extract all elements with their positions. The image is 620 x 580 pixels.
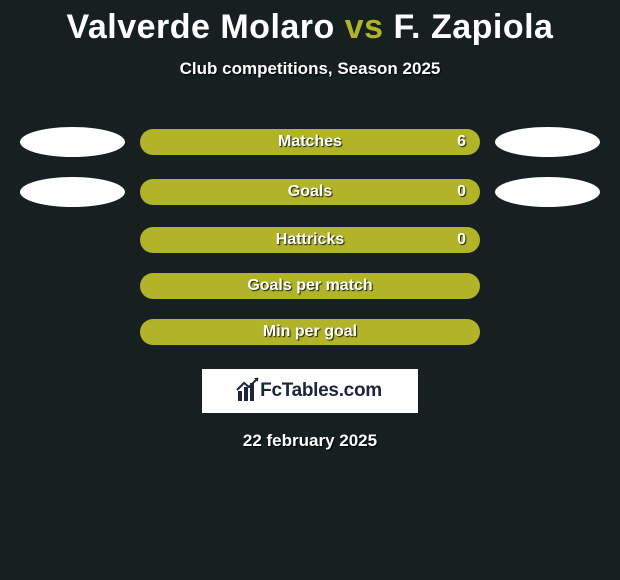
stat-bar: Hattricks 0 xyxy=(140,227,480,253)
right-value-slot xyxy=(490,127,605,157)
stat-label: Matches xyxy=(278,133,342,151)
stat-label: Min per goal xyxy=(263,323,357,341)
stat-right-value: 6 xyxy=(457,133,466,151)
subtitle: Club competitions, Season 2025 xyxy=(0,59,620,79)
bar-chart-icon xyxy=(238,381,254,401)
left-value-slot xyxy=(15,127,130,157)
date-text: 22 february 2025 xyxy=(0,431,620,451)
stat-label: Hattricks xyxy=(276,231,344,249)
stat-right-value: 0 xyxy=(457,183,466,201)
stat-row: Goals per match xyxy=(0,273,620,299)
left-value-bubble xyxy=(20,177,125,207)
stat-bar: Goals per match xyxy=(140,273,480,299)
player2-name: F. Zapiola xyxy=(394,8,554,46)
left-value-slot xyxy=(15,177,130,207)
player1-name: Valverde Molaro xyxy=(67,8,335,46)
right-value-bubble xyxy=(495,177,600,207)
stats-rows: Matches 6 Goals 0 Hattricks 0 Goals per match M… xyxy=(0,127,620,345)
stat-bar: Matches 6 xyxy=(140,129,480,155)
stat-label: Goals xyxy=(288,183,332,201)
stat-row: Min per goal xyxy=(0,319,620,345)
stat-bar: Min per goal xyxy=(140,319,480,345)
right-value-bubble xyxy=(495,127,600,157)
stat-row: Goals 0 xyxy=(0,177,620,207)
logo-box: FcTables.com xyxy=(202,369,418,413)
stat-row: Hattricks 0 xyxy=(0,227,620,253)
logo-text: FcTables.com xyxy=(260,380,382,402)
stat-right-value: 0 xyxy=(457,231,466,249)
left-value-bubble xyxy=(20,127,125,157)
stat-label: Goals per match xyxy=(247,277,372,295)
right-value-slot xyxy=(490,177,605,207)
stat-bar: Goals 0 xyxy=(140,179,480,205)
comparison-title: Valverde Molaro vs F. Zapiola xyxy=(0,0,620,47)
stat-row: Matches 6 xyxy=(0,127,620,157)
vs-text: vs xyxy=(345,8,384,46)
